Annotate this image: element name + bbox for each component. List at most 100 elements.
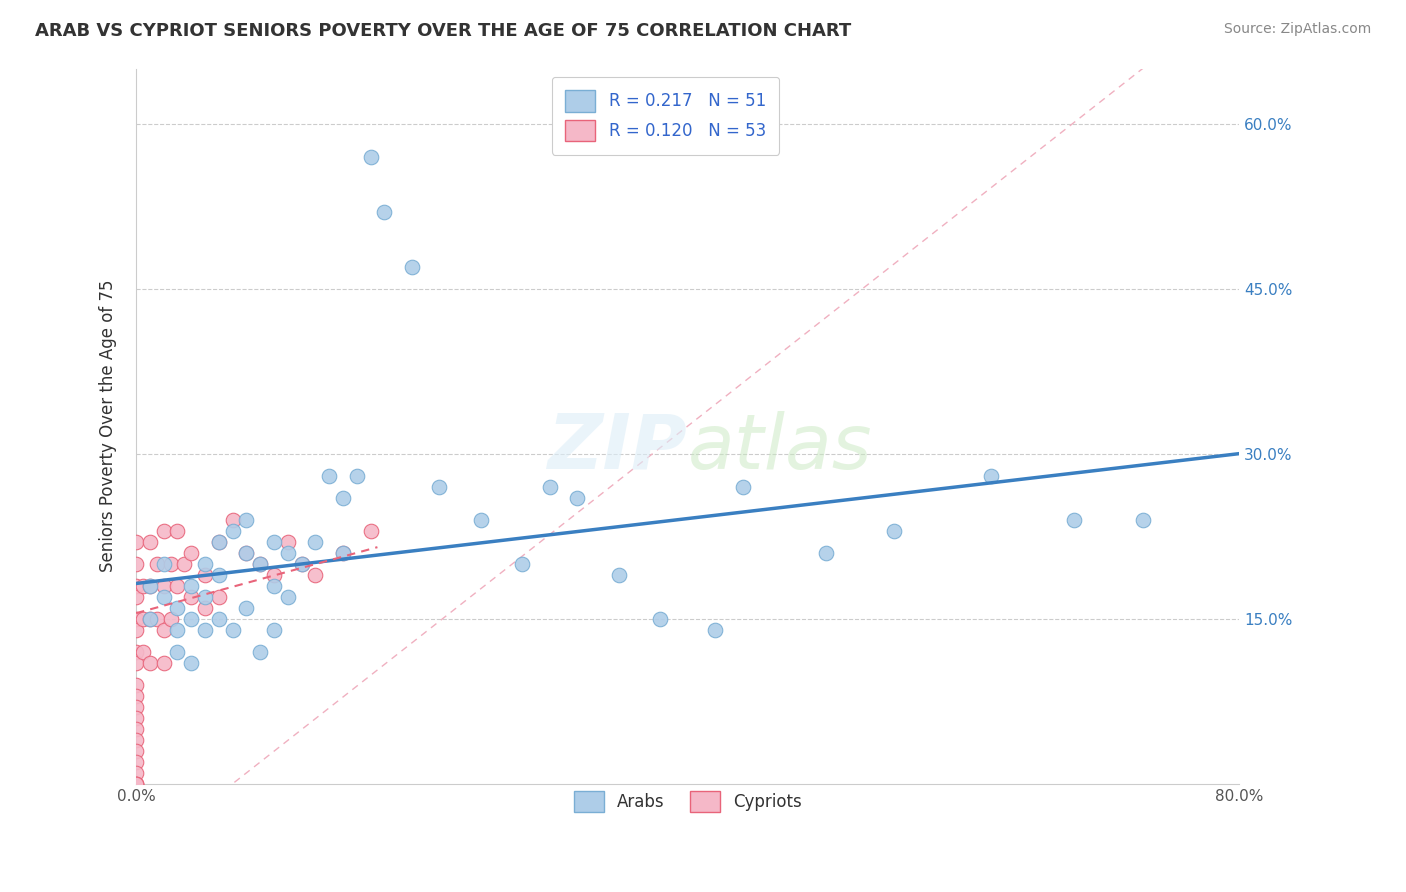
Point [166, 600, 188, 615]
Point [180, 546, 202, 560]
Point [166, 623, 188, 637]
Text: Source: ZipAtlas.com: Source: ZipAtlas.com [1223, 22, 1371, 37]
Point [173, 557, 195, 571]
Point [304, 567, 326, 582]
Point [263, 579, 285, 593]
Point [194, 557, 217, 571]
Point [567, 491, 589, 505]
Point [235, 546, 257, 560]
Point [180, 579, 202, 593]
Point [277, 546, 299, 560]
Point [125, 579, 148, 593]
Point [814, 546, 837, 560]
Point [159, 557, 181, 571]
Point [263, 534, 285, 549]
Point [290, 557, 312, 571]
Point [648, 612, 671, 626]
Point [125, 777, 148, 791]
Point [208, 534, 231, 549]
Point [152, 656, 174, 670]
Point [221, 623, 243, 637]
Y-axis label: Seniors Poverty Over the Age of 75: Seniors Poverty Over the Age of 75 [100, 280, 117, 573]
Point [263, 623, 285, 637]
Point [180, 590, 202, 604]
Point [125, 590, 148, 604]
Point [152, 524, 174, 538]
Point [166, 579, 188, 593]
Point [166, 645, 188, 659]
Point [152, 623, 174, 637]
Point [304, 534, 326, 549]
Point [208, 567, 231, 582]
Point [125, 656, 148, 670]
Text: atlas: atlas [688, 410, 872, 484]
Point [125, 557, 148, 571]
Point [139, 534, 162, 549]
Point [125, 623, 148, 637]
Point [139, 656, 162, 670]
Point [980, 468, 1002, 483]
Point [249, 645, 271, 659]
Point [221, 513, 243, 527]
Point [221, 524, 243, 538]
Point [346, 468, 368, 483]
Point [318, 468, 340, 483]
Point [139, 612, 162, 626]
Point [180, 612, 202, 626]
Point [125, 744, 148, 758]
Point [152, 579, 174, 593]
Point [290, 557, 312, 571]
Point [510, 557, 533, 571]
Point [332, 546, 354, 560]
Point [132, 612, 155, 626]
Point [125, 678, 148, 692]
Point [332, 546, 354, 560]
Point [194, 600, 217, 615]
Point [159, 612, 181, 626]
Point [125, 777, 148, 791]
Point [249, 557, 271, 571]
Point [125, 699, 148, 714]
Point [125, 534, 148, 549]
Point [125, 755, 148, 769]
Point [132, 645, 155, 659]
Point [125, 689, 148, 703]
Point [152, 557, 174, 571]
Point [235, 546, 257, 560]
Point [139, 612, 162, 626]
Point [360, 150, 382, 164]
Legend: Arabs, Cypriots: Arabs, Cypriots [561, 778, 815, 825]
Point [125, 777, 148, 791]
Point [125, 722, 148, 736]
Point [470, 513, 492, 527]
Point [125, 732, 148, 747]
Point [704, 623, 727, 637]
Point [166, 524, 188, 538]
Point [132, 579, 155, 593]
Point [146, 612, 169, 626]
Point [235, 600, 257, 615]
Text: ARAB VS CYPRIOT SENIORS POVERTY OVER THE AGE OF 75 CORRELATION CHART: ARAB VS CYPRIOT SENIORS POVERTY OVER THE… [35, 22, 852, 40]
Point [146, 557, 169, 571]
Point [277, 590, 299, 604]
Point [731, 480, 754, 494]
Point [401, 260, 423, 274]
Point [125, 765, 148, 780]
Point [249, 557, 271, 571]
Point [235, 513, 257, 527]
Point [208, 590, 231, 604]
Point [1063, 513, 1085, 527]
Text: ZIP: ZIP [548, 410, 688, 484]
Point [139, 579, 162, 593]
Point [194, 590, 217, 604]
Point [373, 204, 395, 219]
Point [429, 480, 451, 494]
Point [538, 480, 561, 494]
Point [1132, 513, 1154, 527]
Point [194, 623, 217, 637]
Point [263, 567, 285, 582]
Point [360, 524, 382, 538]
Point [607, 567, 630, 582]
Point [139, 579, 162, 593]
Point [180, 656, 202, 670]
